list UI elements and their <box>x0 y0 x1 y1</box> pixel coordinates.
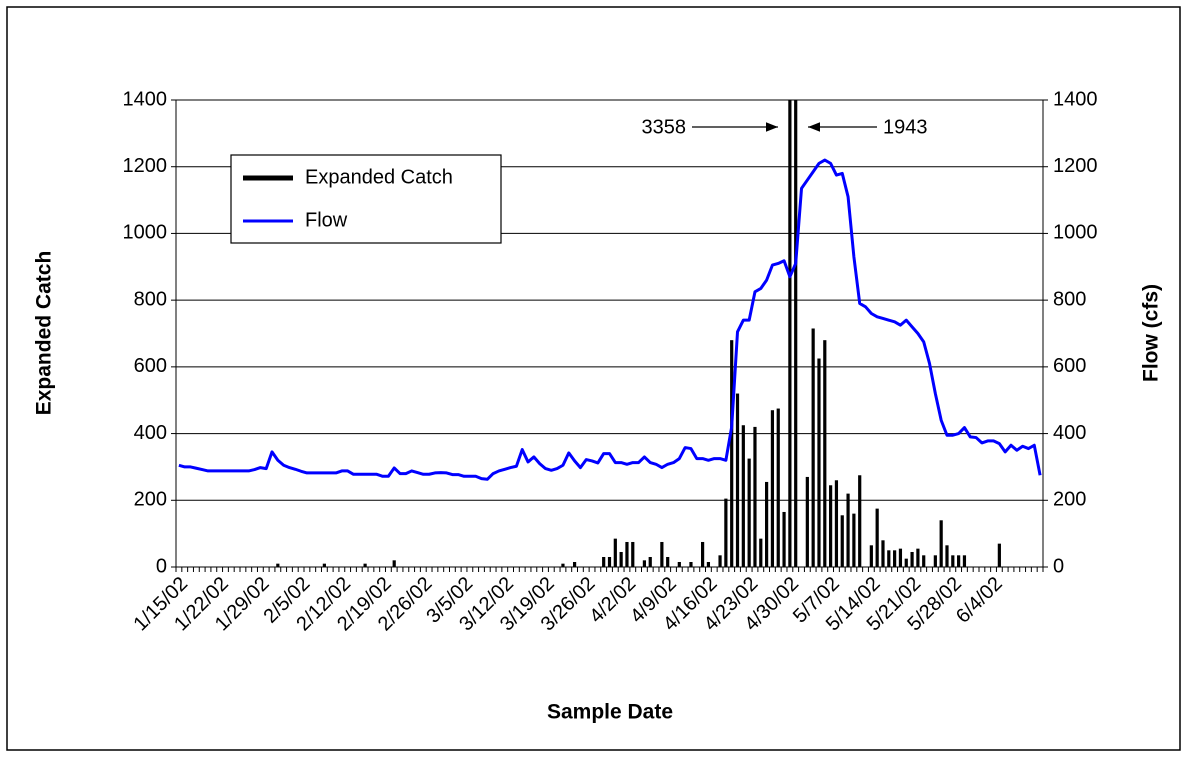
y-tick-label: 600 <box>134 355 167 377</box>
y-axis-title: Expanded Catch <box>33 251 56 416</box>
bar <box>701 541 705 567</box>
y2-tick-label: 200 <box>1053 489 1086 511</box>
y2-tick-label: 400 <box>1053 422 1086 444</box>
bar <box>893 550 897 567</box>
bar <box>607 556 612 567</box>
bar <box>613 538 617 567</box>
bar <box>817 358 821 567</box>
y-tick-label: 800 <box>134 288 167 310</box>
y-tick-label: 1400 <box>123 88 168 110</box>
bar <box>753 426 757 567</box>
bar <box>724 498 728 567</box>
bar <box>322 563 326 567</box>
bar <box>741 425 745 567</box>
bar <box>648 556 652 567</box>
bar <box>852 513 856 567</box>
bar <box>945 545 949 567</box>
y-tick-label: 0 <box>156 555 167 577</box>
bar <box>735 393 740 567</box>
bar <box>631 541 635 567</box>
y2-tick-label: 1200 <box>1053 155 1098 177</box>
bar <box>910 551 914 567</box>
bar <box>887 550 891 567</box>
bar <box>718 555 722 567</box>
bar <box>875 508 879 567</box>
bar <box>823 340 827 567</box>
y2-axis-title: Flow (cfs) <box>1140 284 1163 382</box>
y2-tick-label: 1400 <box>1053 88 1098 110</box>
bar <box>922 555 926 567</box>
bar <box>997 543 1001 567</box>
y-tick-label: 200 <box>134 489 167 511</box>
legend-box <box>230 154 502 244</box>
bar <box>788 100 792 567</box>
bar <box>759 538 763 567</box>
legend: Expanded Catch Flow <box>230 154 502 244</box>
bar <box>957 555 961 567</box>
bar <box>392 560 396 567</box>
bar <box>898 548 903 567</box>
x-axis-title: Sample Date <box>547 701 673 724</box>
y-tick-label: 400 <box>134 422 167 444</box>
bar <box>805 476 809 567</box>
y-tick-label: 1200 <box>123 155 168 177</box>
bar <box>846 493 850 567</box>
plot-group <box>178 100 1042 567</box>
y-tick-label: 1000 <box>123 222 168 244</box>
bar <box>881 540 885 567</box>
bar <box>776 408 780 567</box>
bar <box>904 558 908 567</box>
bar <box>677 561 681 567</box>
legend-label: Expanded Catch <box>305 166 453 188</box>
y2-tick-label: 600 <box>1053 355 1086 377</box>
bar <box>276 563 280 567</box>
legend-label: Flow <box>305 209 348 231</box>
bar <box>939 520 943 567</box>
bar <box>962 555 967 567</box>
bar <box>794 100 798 567</box>
bar <box>747 458 751 567</box>
bar <box>869 545 873 567</box>
bar <box>782 511 786 567</box>
bar <box>660 541 664 567</box>
bar <box>765 481 769 567</box>
bar <box>834 480 839 567</box>
bar <box>829 485 833 567</box>
bar <box>572 561 577 567</box>
bar <box>561 563 565 567</box>
bar <box>770 410 775 567</box>
y2-tick-label: 800 <box>1053 288 1086 310</box>
bar <box>730 340 734 567</box>
flow-line <box>178 158 1042 481</box>
bar <box>602 556 606 567</box>
bar <box>666 556 670 567</box>
annotation-label: 3358 <box>642 116 687 138</box>
bar <box>951 555 955 567</box>
bar <box>840 515 844 567</box>
bar <box>689 561 693 567</box>
bar <box>916 548 920 567</box>
bar <box>642 560 647 567</box>
bar <box>811 328 815 567</box>
y2-tick-label: 1000 <box>1053 222 1098 244</box>
y2-tick-label: 0 <box>1053 555 1064 577</box>
bar <box>363 563 367 567</box>
bar <box>933 555 937 567</box>
annotation-label: 1943 <box>883 116 928 138</box>
bar <box>619 551 623 567</box>
bar <box>858 475 862 567</box>
bar <box>706 561 711 567</box>
bar <box>625 541 629 567</box>
